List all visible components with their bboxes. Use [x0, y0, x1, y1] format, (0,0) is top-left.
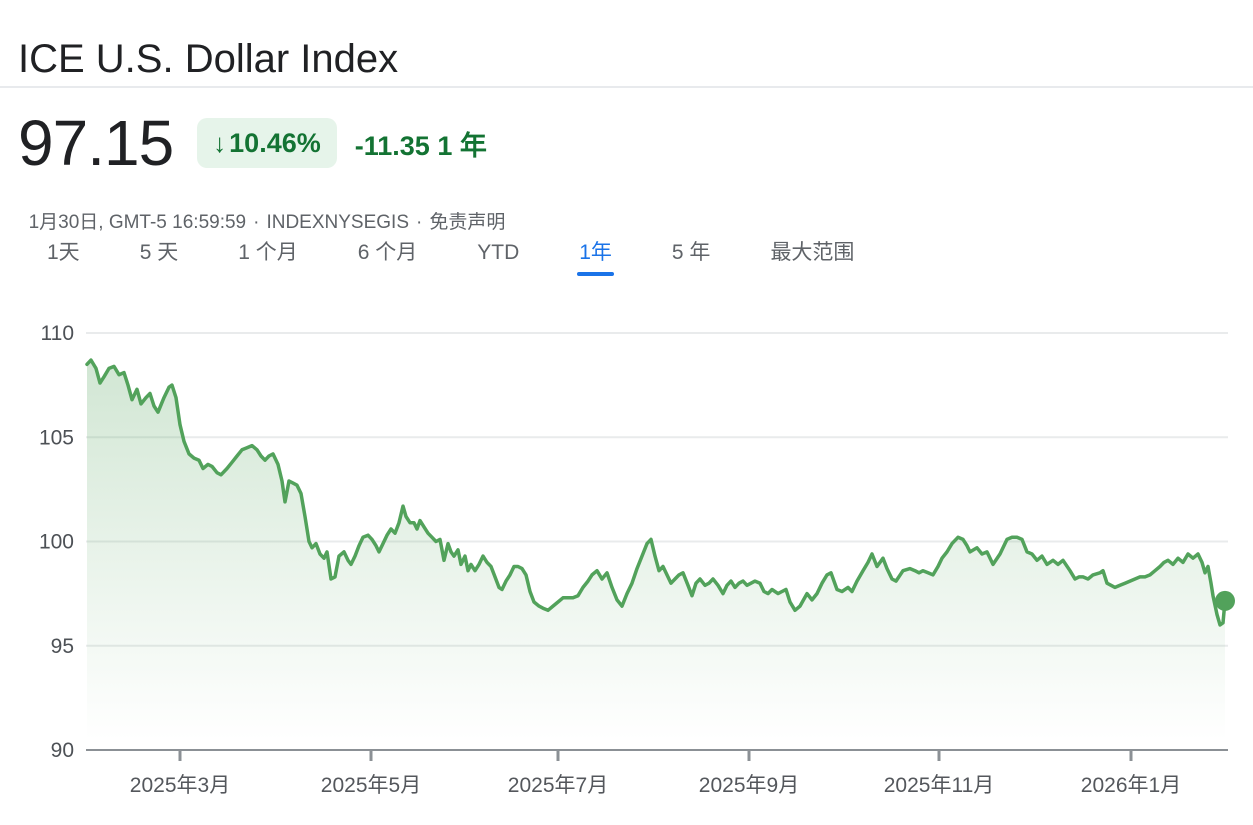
range-tab-label: 1天 [47, 241, 80, 264]
range-tab-label: 5 年 [671, 241, 711, 264]
range-tab-ytd[interactable]: YTD [477, 240, 519, 276]
disclaimer-link[interactable]: 免责声明 [429, 212, 506, 233]
x-axis-label: 2025年5月 [321, 774, 421, 797]
change-percent-badge: ↓ 10.46% [197, 118, 337, 168]
active-tab-underline [577, 272, 614, 276]
change-absolute-row: -11.35 1 年 [355, 124, 487, 163]
title-divider [0, 86, 1253, 88]
range-tab-6m[interactable]: 6 个月 [358, 240, 418, 276]
chart-area-fill [87, 360, 1225, 750]
x-axis-label: 2025年11月 [884, 774, 995, 797]
range-tab-1y[interactable]: 1年 [577, 240, 614, 276]
y-axis-label: 95 [51, 635, 74, 658]
y-axis-labels: 90 95 100 105 110 [39, 322, 74, 762]
change-period: 1 年 [437, 130, 487, 161]
change-absolute: -11.35 [354, 130, 430, 161]
quote-timestamp: 1月30日, GMT-5 16:59:59 [28, 212, 247, 233]
x-axis: 2025年3月 2025年5月 2025年7月 2025年9月 2025年11月 2026… [86, 749, 1228, 797]
range-tab-label: YTD [477, 241, 520, 264]
range-tab-label: 1年 [579, 241, 612, 264]
y-axis-label: 100 [39, 531, 74, 554]
separator-dot: · [416, 212, 423, 233]
range-tab-label: 5 天 [139, 241, 179, 264]
range-tab-5d[interactable]: 5 天 [140, 240, 179, 276]
range-tab-1m[interactable]: 1 个月 [238, 240, 298, 276]
x-axis-label: 2025年7月 [508, 774, 608, 797]
down-arrow-icon: ↓ [213, 127, 227, 158]
price-chart[interactable]: 2025年3月 2025年5月 2025年7月 2025年9月 2025年11月 2026… [0, 300, 1253, 820]
range-tab-5y[interactable]: 5 年 [672, 240, 711, 276]
x-axis-label: 2025年9月 [699, 774, 799, 797]
range-tab-label: 最大范围 [770, 241, 855, 264]
price-chart-svg: 2025年3月 2025年5月 2025年7月 2025年9月 2025年11月 2026… [39, 322, 1235, 797]
range-tab-label: 6 个月 [357, 241, 418, 264]
x-axis-label: 2026年1月 [1081, 774, 1181, 797]
chart-line [85, 358, 1227, 627]
quote-price-row: 97.15 ↓ 10.46% -11.35 1 年 [18, 107, 487, 179]
separator-dot: · [253, 212, 260, 233]
range-tabs: 1天 5 天 1 个月 6 个月 YTD 1年 5 年 最大范围 [47, 240, 854, 276]
range-tab-label: 1 个月 [238, 241, 298, 264]
x-axis-label: 2025年3月 [130, 774, 230, 797]
range-tab-1d[interactable]: 1天 [47, 240, 80, 276]
y-axis-label: 105 [39, 426, 74, 449]
page-title: ICE U.S. Dollar Index [18, 36, 399, 81]
y-axis-label: 110 [41, 322, 74, 345]
quote-subtitle: 1月30日, GMT-5 16:59:59 · INDEXNYSEGIS · 免责声明 [18, 190, 506, 234]
y-axis-label: 90 [51, 739, 74, 762]
current-price: 97.15 [18, 107, 174, 179]
change-percent: 10.46% [229, 127, 321, 158]
range-tab-max[interactable]: 最大范围 [770, 240, 854, 276]
exchange-name: INDEXNYSEGIS [266, 212, 409, 233]
last-price-dot [1215, 590, 1235, 611]
